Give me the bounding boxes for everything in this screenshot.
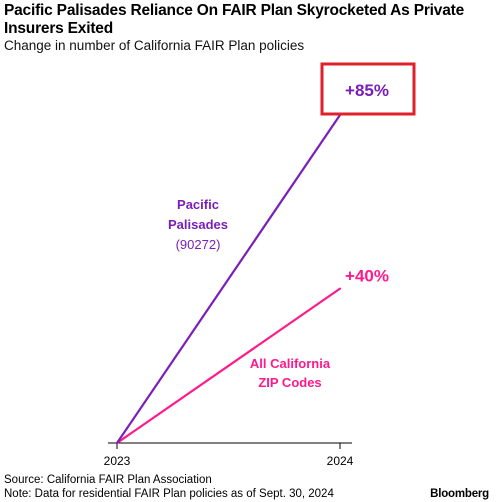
series-label-california-line1: All California: [250, 356, 331, 371]
data-label-palisades: +85%: [345, 81, 389, 100]
series-label-palisades-zip: (90272): [176, 237, 221, 252]
bloomberg-logo: Bloomberg: [430, 488, 489, 500]
series-label-palisades-line1: Pacific: [177, 197, 219, 212]
highlight-box: [320, 62, 416, 116]
x-tick-label-2024: 2024: [327, 454, 354, 468]
series-line-pacific-palisades: [115, 113, 342, 445]
data-label-california: +40%: [345, 267, 389, 286]
series-label-california-line2: ZIP Codes: [258, 375, 321, 390]
footnote: Note: Data for residential FAIR Plan pol…: [4, 488, 334, 500]
chart-subtitle: Change in number of California FAIR Plan…: [4, 38, 305, 53]
series-line-all-california: [115, 287, 342, 445]
x-tick-label-2023: 2023: [104, 454, 131, 468]
series-label-palisades-line2: Palisades: [168, 217, 228, 232]
chart-title: Pacific Palisades Reliance On FAIR Plan …: [4, 2, 464, 37]
source-note: Source: California FAIR Plan Association: [4, 474, 212, 486]
